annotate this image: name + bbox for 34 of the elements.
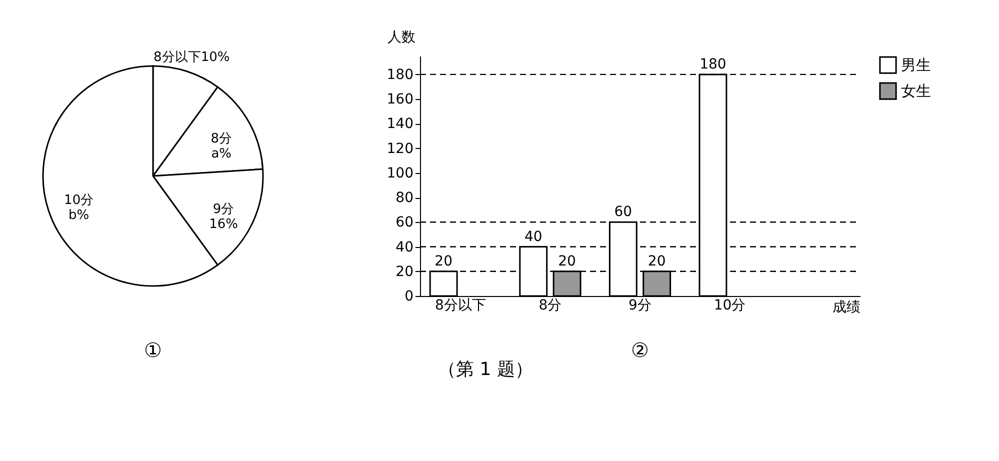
x-tick-label: 8分 xyxy=(538,298,562,314)
legend-label: 男生 xyxy=(901,56,931,74)
text: （第 1 题） xyxy=(438,359,533,380)
data-label: 60 xyxy=(614,204,632,220)
legend-label: 8分以下 xyxy=(434,298,486,314)
y-tick-label: 120 xyxy=(386,140,414,157)
x-axis-title: 成绩 xyxy=(832,300,860,316)
data-label: a% xyxy=(211,146,232,162)
text: ① xyxy=(144,338,162,362)
y-tick-label: 0 xyxy=(404,288,414,304)
y-tick-label: 100 xyxy=(386,165,414,182)
data-label: 20 xyxy=(648,253,666,270)
y-tick-label: 160 xyxy=(386,92,414,108)
x-tick-label: 10分 xyxy=(714,298,746,314)
data-label: 20 xyxy=(434,253,452,270)
data-label: b% xyxy=(68,208,90,224)
data-label: 16% xyxy=(209,217,238,232)
slice-label: 9分 xyxy=(212,202,234,218)
text: ② xyxy=(631,338,649,362)
data-label: 20 xyxy=(558,253,576,270)
legend-label: 女生 xyxy=(901,82,931,100)
data-label: 180 xyxy=(700,56,726,72)
data-label: 40 xyxy=(524,228,542,245)
y-tick-label: 40 xyxy=(396,239,414,256)
y-tick-label: 80 xyxy=(396,190,414,206)
slice-label: 10分 xyxy=(64,193,94,208)
y-tick-label: 140 xyxy=(386,116,414,132)
slice-label: 8分 xyxy=(210,131,232,146)
y-axis-title: 人数 xyxy=(388,30,416,46)
y-tick-label: 180 xyxy=(386,66,414,83)
y-tick-label: 60 xyxy=(396,214,414,231)
x-tick-label: 9分 xyxy=(628,298,652,314)
y-tick-label: 20 xyxy=(396,264,414,280)
category-label: 8分以下10% xyxy=(154,50,230,66)
